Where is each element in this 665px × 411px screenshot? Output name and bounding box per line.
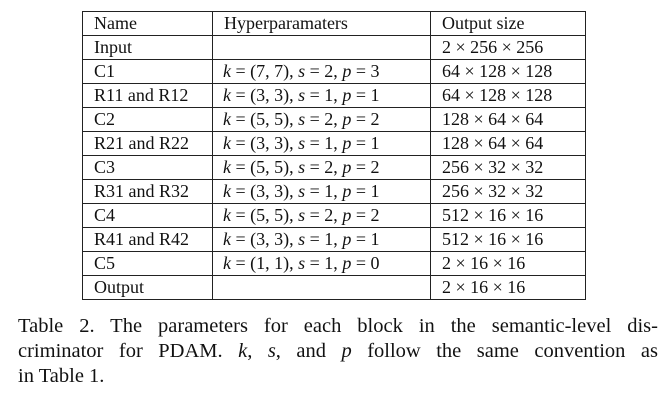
row-name-cell: C4 xyxy=(82,203,213,228)
row-name-cell: C5 xyxy=(82,251,213,276)
row-name-cell: R21 and R22 xyxy=(82,131,213,156)
row-hyperparameters-cell xyxy=(212,35,431,60)
table-row: C1 k = (7, 7), s = 2, p = 3 64 × 128 × 128 xyxy=(82,59,586,84)
table-row: Output 2 × 16 × 16 xyxy=(82,275,586,300)
row-hyperparameters-cell: k = (5, 5), s = 2, p = 2 xyxy=(212,107,431,132)
row-output-size-cell: 2 × 256 × 256 xyxy=(430,35,586,60)
row-hyperparameters-cell: k = (3, 3), s = 1, p = 1 xyxy=(212,179,431,204)
row-hyperparameters-cell: k = (5, 5), s = 2, p = 2 xyxy=(212,155,431,180)
table-row: C2 k = (5, 5), s = 2, p = 2 128 × 64 × 64 xyxy=(82,107,586,132)
row-hyperparameters-cell: k = (7, 7), s = 2, p = 3 xyxy=(212,59,431,84)
row-output-size-cell: 128 × 64 × 64 xyxy=(430,107,586,132)
row-name-cell: Input xyxy=(82,35,213,60)
row-output-size-cell: 512 × 16 × 16 xyxy=(430,227,586,252)
table-row: R41 and R42 k = (3, 3), s = 1, p = 1 512 ×… xyxy=(82,227,586,252)
row-output-size-cell: 128 × 64 × 64 xyxy=(430,131,586,156)
caption-line-2: criminator for PDAM. k, s, and p follow … xyxy=(18,340,658,362)
row-hyperparameters-cell: k = (3, 3), s = 1, p = 1 xyxy=(212,131,431,156)
table-row: R21 and R22 k = (3, 3), s = 1, p = 1 128 ×… xyxy=(82,131,586,156)
caption-line-1: Table 2. The parameters for each block i… xyxy=(18,315,658,337)
row-name-cell: C1 xyxy=(82,59,213,84)
row-name-cell: R11 and R12 xyxy=(82,83,213,108)
row-name-cell: R41 and R42 xyxy=(82,227,213,252)
row-hyperparameters-cell xyxy=(212,275,431,300)
row-hyperparameters-cell: k = (5, 5), s = 2, p = 2 xyxy=(212,203,431,228)
row-output-size-cell: 64 × 128 × 128 xyxy=(430,83,586,108)
row-name-cell: Output xyxy=(82,275,213,300)
header-name: Name xyxy=(82,11,213,36)
parameters-table: Name Hyperparamaters Output size Input 2 … xyxy=(82,11,586,300)
row-output-size-cell: 64 × 128 × 128 xyxy=(430,59,586,84)
row-output-size-cell: 256 × 32 × 32 xyxy=(430,179,586,204)
table-body: Input 2 × 256 × 256 C1 k = (7, 7), s = 2, p… xyxy=(82,35,586,300)
table-row: Input 2 × 256 × 256 xyxy=(82,35,586,60)
row-hyperparameters-cell: k = (1, 1), s = 1, p = 0 xyxy=(212,251,431,276)
table-row: R11 and R12 k = (3, 3), s = 1, p = 1 64 × … xyxy=(82,83,586,108)
row-name-cell: C3 xyxy=(82,155,213,180)
row-hyperparameters-cell: k = (3, 3), s = 1, p = 1 xyxy=(212,83,431,108)
table-caption: Table 2. The parameters for each block i… xyxy=(18,314,658,389)
table-row: C4 k = (5, 5), s = 2, p = 2 512 × 16 × 16 xyxy=(82,203,586,228)
table-row: R31 and R32 k = (3, 3), s = 1, p = 1 256 ×… xyxy=(82,179,586,204)
row-output-size-cell: 256 × 32 × 32 xyxy=(430,155,586,180)
caption-line-3: in Table 1. xyxy=(18,365,105,387)
row-output-size-cell: 2 × 16 × 16 xyxy=(430,251,586,276)
row-hyperparameters-cell: k = (3, 3), s = 1, p = 1 xyxy=(212,227,431,252)
table-header-row: Name Hyperparamaters Output size xyxy=(82,11,586,36)
table-row: C3 k = (5, 5), s = 2, p = 2 256 × 32 × 32 xyxy=(82,155,586,180)
header-hyperparameters: Hyperparamaters xyxy=(212,11,431,36)
row-output-size-cell: 512 × 16 × 16 xyxy=(430,203,586,228)
header-output-size: Output size xyxy=(430,11,586,36)
row-output-size-cell: 2 × 16 × 16 xyxy=(430,275,586,300)
row-name-cell: R31 and R32 xyxy=(82,179,213,204)
row-name-cell: C2 xyxy=(82,107,213,132)
